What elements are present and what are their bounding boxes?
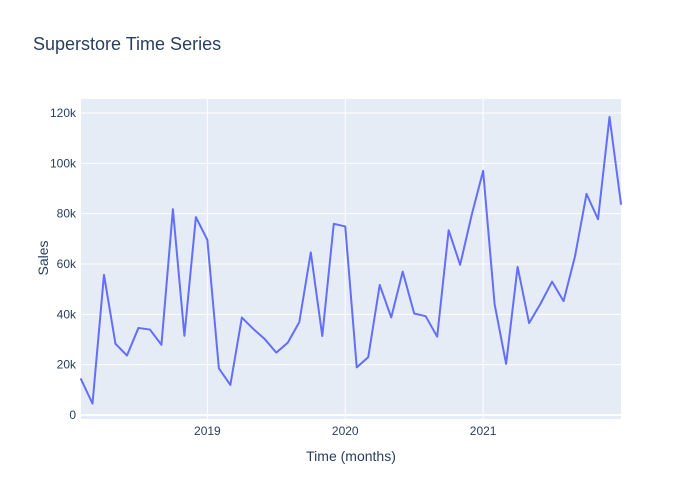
y-gridlines [81,112,621,416]
x-axis-tick-labels: 2019 2020 2021 [194,424,497,438]
y-tick-label: 100k [50,156,77,170]
x-tick-label: 2019 [194,424,221,438]
y-tick-label: 40k [57,307,77,321]
plot-area[interactable] [81,99,621,419]
x-tick-label: 2020 [332,424,359,438]
chart-title: Superstore Time Series [33,34,221,54]
y-axis-title: Sales [35,240,51,275]
y-tick-label: 120k [50,106,77,120]
x-axis-title: Time (months) [306,448,396,464]
sales-line-series[interactable] [80,115,622,405]
y-axis-tick-labels: 0 20k 40k 60k 80k 100k 120k [50,106,77,422]
y-tick-label: 60k [57,257,77,271]
y-tick-label: 20k [57,358,77,372]
y-tick-label: 0 [69,408,76,422]
x-gridlines [206,99,484,419]
x-tick-label: 2021 [470,424,497,438]
y-tick-label: 80k [57,207,77,221]
